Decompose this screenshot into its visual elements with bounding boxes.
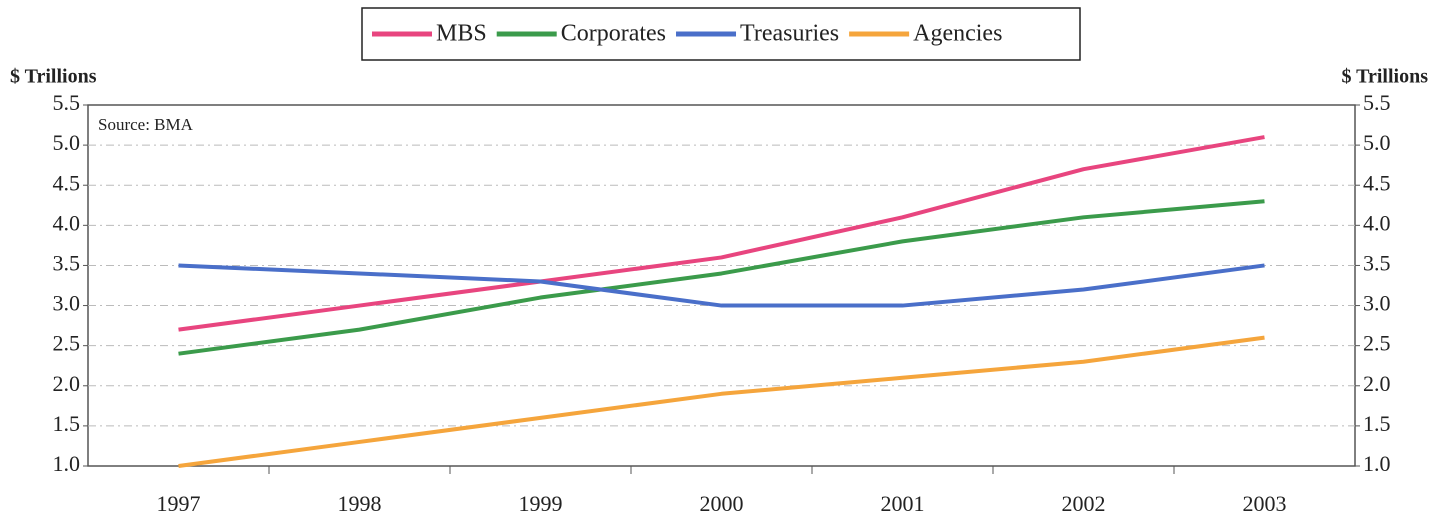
x-tick-label: 2000 xyxy=(700,491,744,516)
series-line xyxy=(178,263,1265,308)
annotation: Source: BMA xyxy=(98,115,194,134)
x-tick-label: 2001 xyxy=(881,491,925,516)
y-tick-label: 4.5 xyxy=(53,170,81,195)
y-axis-title: $ Trillions xyxy=(10,66,97,88)
x-tick-label: 1997 xyxy=(157,491,201,516)
y-tick-label: 5.0 xyxy=(53,130,81,155)
y-tick-label: 2.5 xyxy=(53,331,81,356)
legend-label: Corporates xyxy=(561,21,666,47)
y-tick-label: 3.5 xyxy=(53,250,81,275)
legend-label: Agencies xyxy=(913,21,1002,47)
y2-tick-label: 3.5 xyxy=(1363,250,1391,275)
y2-tick-label: 1.0 xyxy=(1363,451,1391,476)
series-line xyxy=(178,135,1265,332)
y2-tick-label: 2.0 xyxy=(1363,371,1391,396)
series-line xyxy=(178,335,1265,468)
series-line xyxy=(178,199,1265,356)
y2-tick-label: 5.5 xyxy=(1363,90,1391,115)
y-tick-label: 4.0 xyxy=(53,210,81,235)
y2-tick-label: 1.5 xyxy=(1363,411,1391,436)
legend-label: MBS xyxy=(436,21,487,47)
y2-tick-label: 4.0 xyxy=(1363,210,1391,235)
x-tick-label: 2002 xyxy=(1062,491,1106,516)
x-tick-label: 1998 xyxy=(338,491,382,516)
y-tick-label: 1.0 xyxy=(53,451,81,476)
y2-tick-label: 4.5 xyxy=(1363,170,1391,195)
plot-frame xyxy=(87,104,1356,467)
y-tick-label: 3.0 xyxy=(53,291,81,316)
y2-tick-label: 5.0 xyxy=(1363,130,1391,155)
x-tick-label: 1999 xyxy=(519,491,563,516)
x-tick-label: 2003 xyxy=(1243,491,1287,516)
y2-tick-label: 2.5 xyxy=(1363,331,1391,356)
y-tick-label: 5.5 xyxy=(53,90,81,115)
y2-axis-title: $ Trillions xyxy=(1341,66,1428,88)
y2-tick-label: 3.0 xyxy=(1363,291,1391,316)
y-tick-label: 2.0 xyxy=(53,371,81,396)
y-tick-label: 1.5 xyxy=(53,411,81,436)
legend-label: Treasuries xyxy=(740,21,839,47)
